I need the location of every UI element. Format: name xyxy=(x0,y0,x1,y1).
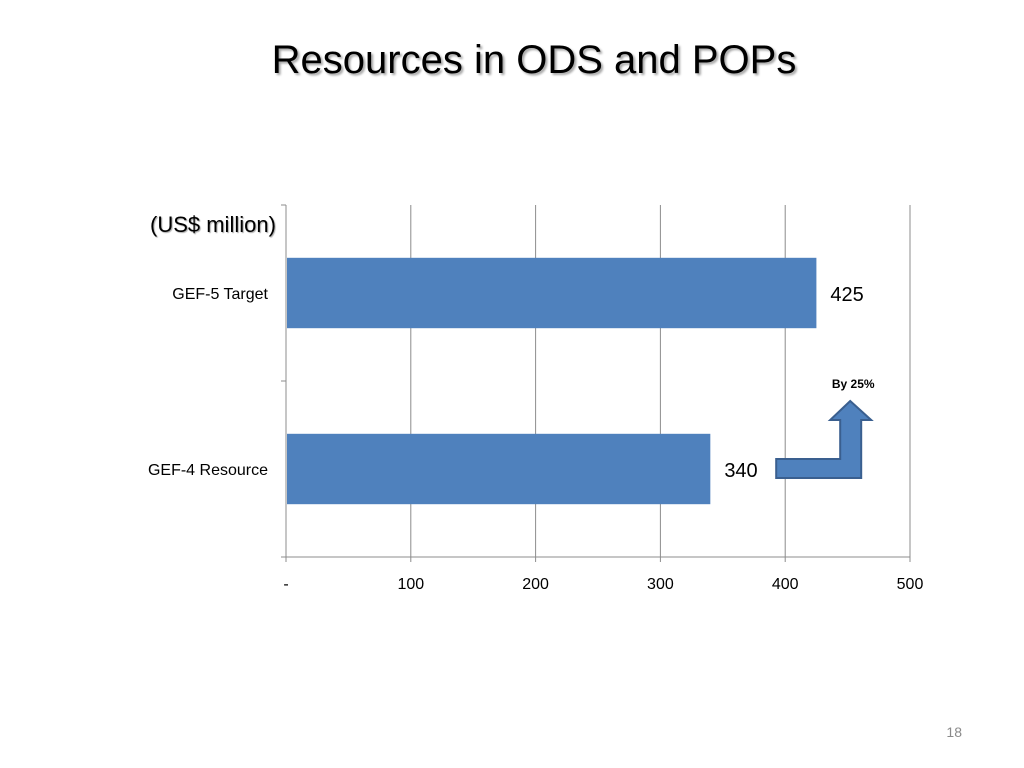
page-number: 18 xyxy=(946,724,962,740)
bar xyxy=(287,433,711,505)
unit-label: (US$ million) xyxy=(150,212,276,237)
data-label: 425 xyxy=(830,284,863,306)
x-tick-label: 300 xyxy=(647,576,674,593)
slide-title: Resources in ODS and POPs xyxy=(271,38,797,82)
data-label: 340 xyxy=(724,460,757,482)
x-tick-label: 200 xyxy=(522,576,549,593)
bar xyxy=(287,257,817,329)
category-label: GEF-5 Target xyxy=(172,286,268,303)
growth-annotation: By 25% xyxy=(832,377,875,391)
x-tick-label: 400 xyxy=(772,576,799,593)
x-tick-label: 500 xyxy=(897,576,924,593)
x-tick-label: - xyxy=(283,576,288,593)
growth-arrow-icon xyxy=(775,399,874,479)
x-tick-label: 100 xyxy=(397,576,424,593)
category-label: GEF-4 Resource xyxy=(148,462,268,479)
